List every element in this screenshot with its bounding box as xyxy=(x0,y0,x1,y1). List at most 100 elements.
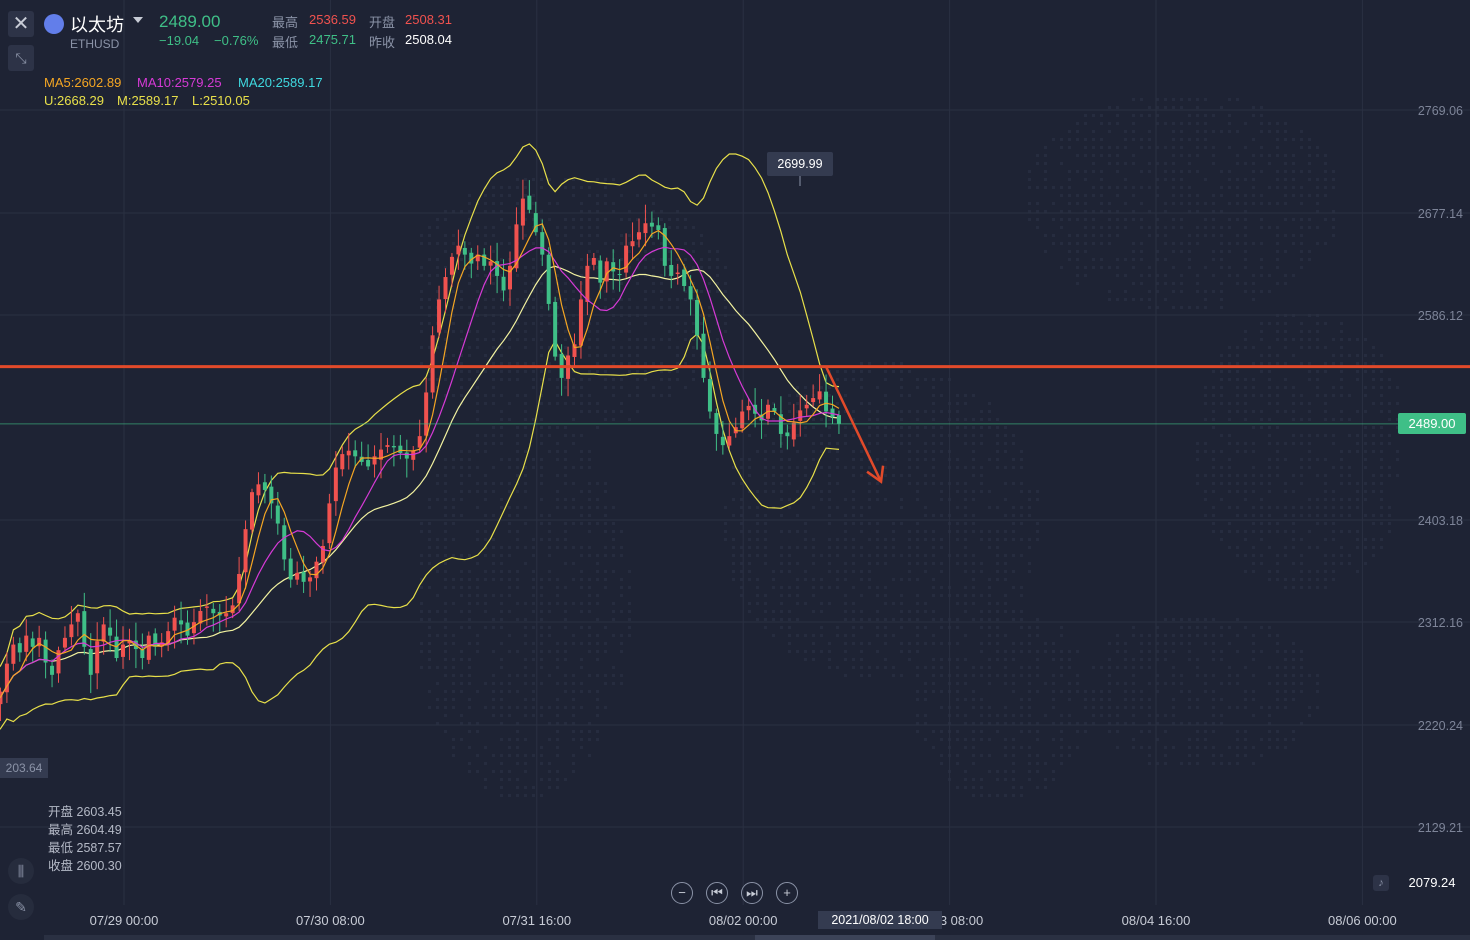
map-dot xyxy=(636,370,639,373)
map-dot xyxy=(612,674,615,677)
map-dot xyxy=(1020,626,1023,629)
map-dot xyxy=(1228,250,1231,253)
zoom-in-button[interactable]: + xyxy=(776,882,798,904)
candle-body xyxy=(411,450,416,460)
map-dot xyxy=(532,642,535,645)
map-dot xyxy=(1268,490,1271,493)
map-dot xyxy=(1196,106,1199,109)
map-dot xyxy=(492,394,495,397)
map-dot xyxy=(452,738,455,741)
map-dot xyxy=(940,394,943,397)
chevron-down-icon[interactable] xyxy=(133,17,143,23)
map-dot xyxy=(1212,402,1215,405)
map-dot xyxy=(1212,202,1215,205)
zoom-out-button[interactable]: − xyxy=(671,882,693,904)
map-dot xyxy=(1292,442,1295,445)
map-dot xyxy=(1252,490,1255,493)
map-dot xyxy=(1356,490,1359,493)
map-dot xyxy=(572,634,575,637)
map-dot xyxy=(572,434,575,437)
map-dot xyxy=(548,674,551,677)
map-dot xyxy=(1188,138,1191,141)
map-dot xyxy=(884,426,887,429)
map-dot xyxy=(1052,778,1055,781)
map-dot xyxy=(1260,370,1263,373)
map-dot xyxy=(1300,458,1303,461)
map-dot xyxy=(1084,194,1087,197)
map-dot xyxy=(1180,226,1183,229)
map-dot xyxy=(1340,418,1343,421)
map-dot xyxy=(1260,482,1263,485)
map-dot xyxy=(1340,506,1343,509)
high-value: 2536.59 xyxy=(309,12,356,27)
map-dot xyxy=(1076,722,1079,725)
map-dot xyxy=(1076,130,1079,133)
map-dot xyxy=(1188,170,1191,173)
map-dot xyxy=(668,330,671,333)
map-dot xyxy=(636,314,639,317)
map-dot xyxy=(1060,266,1063,269)
map-dot xyxy=(556,682,559,685)
map-dot xyxy=(788,570,791,573)
map-dot xyxy=(1228,746,1231,749)
bell-icon[interactable]: ♪ xyxy=(1373,875,1389,891)
map-dot xyxy=(428,370,431,373)
map-dot xyxy=(1212,714,1215,717)
map-dot xyxy=(428,530,431,533)
map-dot xyxy=(748,554,751,557)
candle-type-button[interactable]: ⫼ xyxy=(8,858,34,884)
map-dot xyxy=(788,474,791,477)
map-dot xyxy=(1324,498,1327,501)
map-dot xyxy=(1244,378,1247,381)
map-dot xyxy=(756,554,759,557)
skip-forward-button[interactable]: ⏭ xyxy=(741,882,763,904)
map-dot xyxy=(1260,498,1263,501)
map-dot xyxy=(780,514,783,517)
map-dot xyxy=(1292,274,1295,277)
map-dot xyxy=(1300,138,1303,141)
map-dot xyxy=(972,690,975,693)
shrink-button[interactable]: ⤡ xyxy=(8,45,34,71)
map-dot xyxy=(924,690,927,693)
map-dot xyxy=(636,386,639,389)
map-dot xyxy=(484,522,487,525)
map-dot xyxy=(852,610,855,613)
map-dot xyxy=(852,546,855,549)
map-dot xyxy=(756,506,759,509)
map-dot xyxy=(868,474,871,477)
map-dot xyxy=(1276,682,1279,685)
map-dot xyxy=(556,770,559,773)
map-dot xyxy=(860,362,863,365)
map-dot xyxy=(820,490,823,493)
time-scrollbar-thumb[interactable] xyxy=(755,935,935,940)
map-dot xyxy=(436,266,439,269)
map-dot xyxy=(1020,618,1023,621)
map-dot xyxy=(540,218,543,221)
map-dot xyxy=(1364,386,1367,389)
map-dot xyxy=(1156,650,1159,653)
coin-name[interactable]: 以太坊 xyxy=(70,15,124,35)
map-dot xyxy=(1060,146,1063,149)
map-dot xyxy=(476,490,479,493)
map-dot xyxy=(812,610,815,613)
draw-tool-button[interactable]: ✎ xyxy=(8,894,34,920)
map-dot xyxy=(1108,234,1111,237)
map-dot xyxy=(980,794,983,797)
map-dot xyxy=(1228,762,1231,765)
map-dot xyxy=(508,346,511,349)
map-dot xyxy=(1244,490,1247,493)
map-dot xyxy=(884,642,887,645)
map-dot xyxy=(1204,674,1207,677)
map-dot xyxy=(1292,490,1295,493)
map-dot xyxy=(492,306,495,309)
map-dot xyxy=(1300,482,1303,485)
map-dot xyxy=(764,538,767,541)
map-dot xyxy=(820,442,823,445)
map-dot xyxy=(1108,666,1111,669)
skip-back-button[interactable]: ⏮ xyxy=(706,882,728,904)
map-dot xyxy=(916,618,919,621)
map-dot xyxy=(1260,394,1263,397)
map-dot xyxy=(996,418,999,421)
close-button[interactable]: ✕ xyxy=(8,11,34,37)
